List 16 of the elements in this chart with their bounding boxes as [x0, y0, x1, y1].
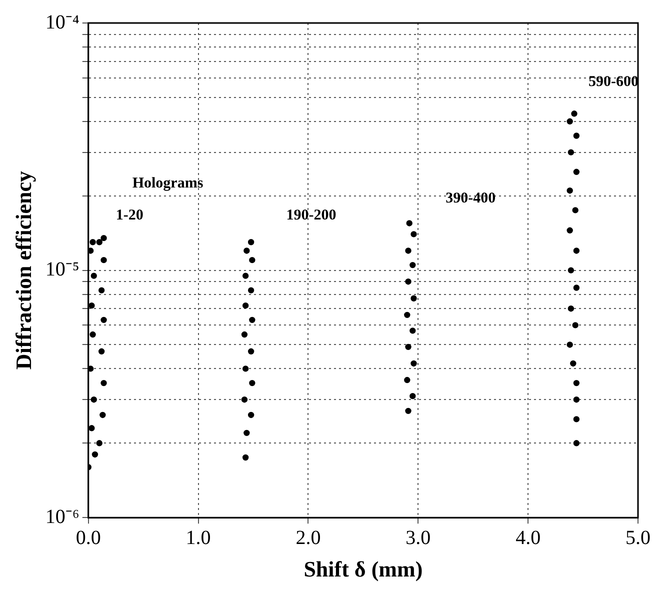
x-tick-label: 1.0 — [186, 526, 211, 549]
y-tick-label: 10⁻⁵ — [45, 258, 80, 281]
x-tick-label: 0.0 — [76, 526, 101, 549]
annotation: 390-400 — [446, 190, 496, 206]
x-tick-label: 4.0 — [516, 526, 541, 549]
x-axis-title: Shift δ (mm) — [304, 556, 423, 582]
y-tick-label: 10⁻⁶ — [45, 506, 80, 528]
x-tick-label: 2.0 — [296, 526, 321, 549]
x-tick-label: 5.0 — [626, 526, 650, 549]
annotation: 1-20 — [116, 208, 144, 224]
y-axis-title: Diffraction efficiency — [10, 171, 36, 370]
x-tick-label: 3.0 — [406, 526, 431, 549]
annotation: 190-200 — [286, 208, 336, 224]
annotation: 590-600 — [588, 74, 639, 90]
annotation: Holograms — [132, 176, 204, 192]
y-tick-label: 10⁻⁴ — [45, 11, 80, 34]
